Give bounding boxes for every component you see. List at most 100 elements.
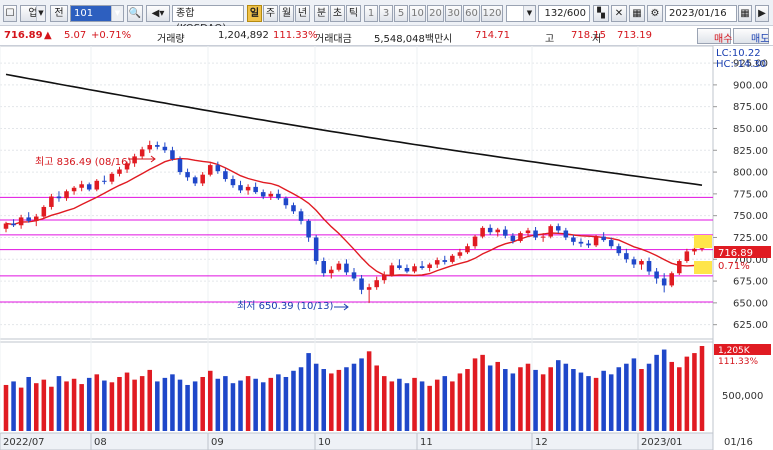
interval-60-button[interactable]: 60 xyxy=(463,5,480,22)
period-tick-button[interactable]: 틱 xyxy=(346,5,361,22)
interval-1-button[interactable]: 1 xyxy=(364,5,378,22)
chevron-down-icon[interactable]: ▼ xyxy=(111,6,123,21)
candle-body xyxy=(33,216,39,221)
date-input[interactable]: 2023/01/16 xyxy=(665,5,737,22)
candle-body xyxy=(593,236,599,246)
change-pct: +0.71% xyxy=(91,30,132,41)
date-tick-label: 09 xyxy=(211,437,224,448)
date-tick-label: 2023/01 xyxy=(641,437,683,448)
count-value: 132/600 xyxy=(544,8,586,19)
volume-bar xyxy=(18,387,24,431)
speaker-icon[interactable]: ◀▾ xyxy=(146,5,170,22)
volume-tag-text: 1,205K xyxy=(718,346,751,356)
interval-3-button[interactable]: 3 xyxy=(379,5,393,22)
jeon-button[interactable]: 전 xyxy=(50,5,68,22)
interval-label: 5 xyxy=(397,8,405,19)
candle-body xyxy=(117,169,122,174)
date-tick-label: 11 xyxy=(420,437,433,448)
date-tick-label: 2022/07 xyxy=(3,437,45,448)
current-price: 716.89 xyxy=(4,30,43,41)
candle-body xyxy=(563,230,569,238)
volume-bar xyxy=(230,383,236,431)
calendar-icon[interactable]: ▦ xyxy=(738,5,752,22)
volume-bar xyxy=(654,354,659,431)
volume-ratio: 111.33% xyxy=(273,30,318,41)
code-input[interactable]: 101 ▼ xyxy=(70,5,124,22)
candle-body xyxy=(192,177,198,184)
count-input[interactable]: 132/600 xyxy=(538,5,590,22)
period-week-button[interactable]: 주 xyxy=(263,5,278,22)
open-label: 시 xyxy=(443,34,453,45)
candle-body xyxy=(162,146,168,151)
volume-bar xyxy=(533,369,538,431)
marker-highlight xyxy=(694,235,712,248)
amount-value: 5,548,048백만 xyxy=(374,34,444,45)
volume-bar xyxy=(525,363,531,431)
interval-5-button[interactable]: 5 xyxy=(394,5,408,22)
candle-body xyxy=(654,271,659,279)
search-icon[interactable]: 🔍 xyxy=(127,5,143,22)
play-icon[interactable]: ▶ xyxy=(755,5,769,22)
draw-tool-icon[interactable]: ✕ xyxy=(611,5,627,22)
volume-bar xyxy=(366,351,372,431)
period-year-label: 년 xyxy=(297,8,308,19)
chevron-down-icon[interactable]: ▼ xyxy=(523,6,535,21)
candle-body xyxy=(540,236,546,238)
volume-bar xyxy=(510,373,516,431)
grid-layer xyxy=(0,46,713,433)
volume-bar xyxy=(71,378,77,431)
period-minute-button[interactable]: 분 xyxy=(314,5,329,22)
volume-bar xyxy=(419,381,425,431)
candle-body xyxy=(472,236,478,247)
candle-body xyxy=(102,180,107,182)
custom-interval-input[interactable]: ▼ xyxy=(506,5,536,22)
volume-bar xyxy=(41,379,47,431)
volume-bar xyxy=(79,384,84,431)
interval-20-button[interactable]: 20 xyxy=(427,5,444,22)
period-second-button[interactable]: 초 xyxy=(330,5,345,22)
period-tick-label: 틱 xyxy=(348,8,359,19)
volume-bar xyxy=(200,376,205,431)
candle-body xyxy=(268,193,274,197)
candle-body xyxy=(3,223,9,229)
volume-bar xyxy=(268,377,274,431)
interval-30-button[interactable]: 30 xyxy=(445,5,462,22)
candle-body xyxy=(684,251,690,262)
interval-10-button[interactable]: 10 xyxy=(409,5,426,22)
buy-button[interactable]: 매수 xyxy=(697,28,732,45)
candle-body xyxy=(260,192,266,197)
period-day-button[interactable]: 일 xyxy=(247,5,262,22)
volume-bar xyxy=(548,367,553,431)
high-value: 718.15 xyxy=(571,30,606,41)
volume-bar xyxy=(692,353,697,431)
period-month-button[interactable]: 월 xyxy=(279,5,294,22)
interval-120-button[interactable]: 120 xyxy=(481,5,503,22)
volume-bar xyxy=(56,376,62,431)
volume-bar xyxy=(109,382,115,431)
up-selector[interactable]: 업 ▼ xyxy=(20,5,46,22)
volume-bar xyxy=(480,354,485,431)
volume-bar xyxy=(381,376,387,431)
candle-body xyxy=(223,171,228,180)
volume-bar xyxy=(170,374,175,431)
chart-type-icon[interactable]: ▚ xyxy=(593,5,609,22)
candle-body xyxy=(170,150,175,159)
candle-body xyxy=(313,237,319,262)
volume-bar xyxy=(518,367,523,431)
price-tick-label: 900.00 xyxy=(733,80,768,91)
volume-bar xyxy=(223,376,228,431)
price-tick-label: 700.00 xyxy=(733,255,768,266)
sell-button[interactable]: 매도 xyxy=(733,28,769,45)
chart-canvas[interactable]: 925.00 900.00 875.00 850.00 825.00 800.00 775.… xyxy=(0,45,773,450)
volume-bar xyxy=(117,376,122,431)
price-chart[interactable]: 925.00 900.00 875.00 850.00 825.00 800.00 775.… xyxy=(0,45,773,450)
checkbox-icon[interactable]: ☐ xyxy=(3,5,17,22)
period-year-button[interactable]: 년 xyxy=(295,5,310,22)
gear-icon[interactable]: ⚙ xyxy=(647,5,663,22)
volume-bar xyxy=(283,376,289,431)
price-tick-label: 925.00 xyxy=(733,59,768,70)
grid-icon[interactable]: ▦ xyxy=(629,5,645,22)
interval-label: 60 xyxy=(465,8,478,19)
volume-bar xyxy=(601,370,606,431)
candle-body xyxy=(624,253,629,260)
